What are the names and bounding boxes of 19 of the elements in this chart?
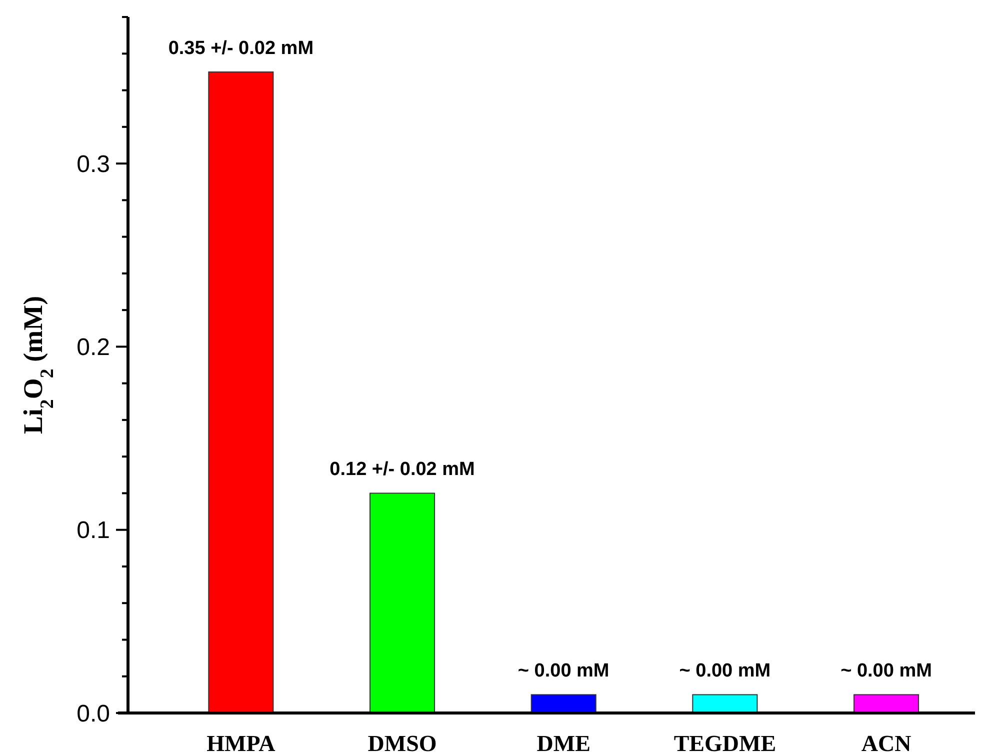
data-label: 0.12 +/- 0.02 mM xyxy=(330,459,475,480)
bar xyxy=(530,694,596,714)
y-tick-label: 0.2 xyxy=(76,334,110,362)
x-tick-label: ACN xyxy=(861,731,912,756)
bar xyxy=(692,694,758,714)
y-tick-label: 0.1 xyxy=(76,517,110,544)
annotation: ~ 0.00 mM xyxy=(518,660,610,682)
bar xyxy=(370,492,436,714)
x-tick-label: DME xyxy=(536,731,590,756)
annotation: ~ 0.00 mM xyxy=(840,660,932,682)
x-tick-label: TEGDME xyxy=(674,731,776,756)
x-tick-label: DMSO xyxy=(368,731,437,756)
bar xyxy=(208,71,274,714)
annotation: ~ 0.00 mM xyxy=(679,660,771,682)
data-label: 0.35 +/- 0.02 mM xyxy=(168,38,314,59)
bar xyxy=(854,694,920,714)
y-tick-label: 0.0 xyxy=(76,700,110,728)
x-tick-label: HMPA xyxy=(206,731,276,756)
y-tick-label: 0.3 xyxy=(76,150,110,178)
